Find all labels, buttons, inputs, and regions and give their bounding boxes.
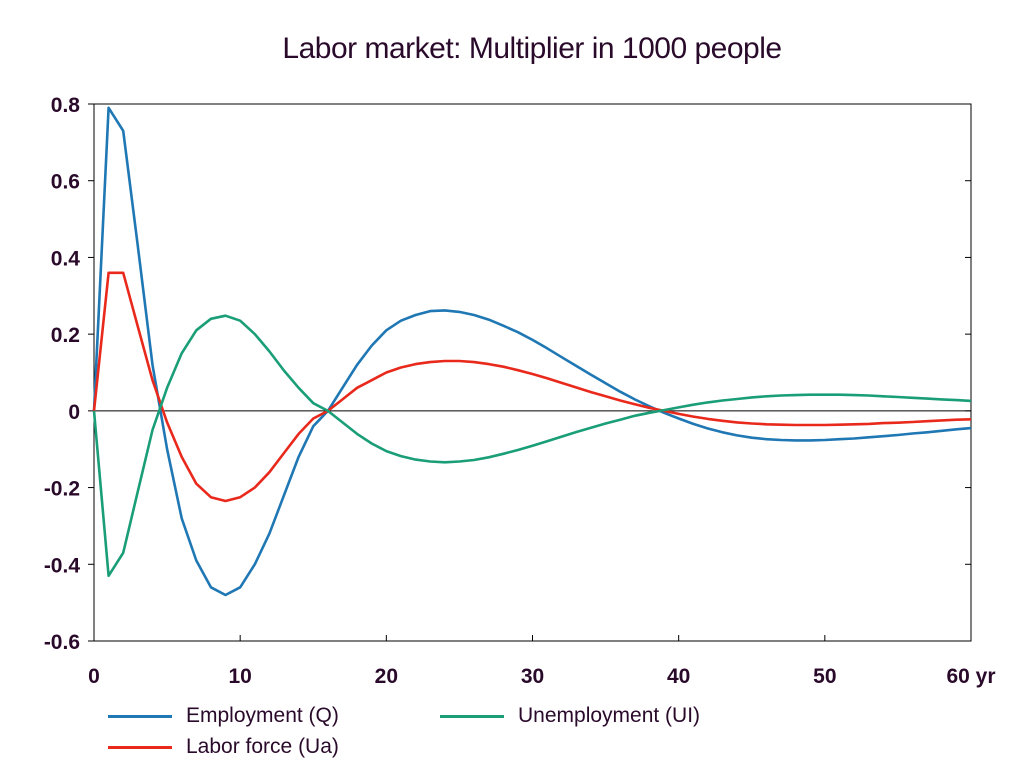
legend-item-employment: Employment (Q)	[108, 704, 339, 728]
x-tick-label: 20	[375, 665, 398, 688]
tick-labels: 0.8 0.6 0.4 0.2 0 -0.2 -0.4 -0.6 0 10 20 30 40 50 60 y…	[44, 94, 996, 688]
chart-title: Labor market: Multiplier in 1000 people	[282, 32, 782, 65]
legend-label-employment: Employment (Q)	[186, 704, 339, 727]
y-tick-label: 0	[68, 401, 80, 424]
legend-swatch-employment	[108, 714, 172, 718]
y-tick-label: -0.6	[44, 631, 80, 654]
y-tick-label: -0.2	[44, 478, 80, 501]
axes	[88, 103, 972, 642]
y-tick-label: -0.4	[44, 554, 81, 577]
x-tick-label: 10	[228, 665, 251, 688]
legend-label-unemployment: Unemployment (UI)	[518, 704, 701, 727]
series-line-labor-force-ua	[92, 271, 972, 503]
x-tick-label: 30	[521, 665, 544, 688]
y-tick-label: 0.6	[51, 171, 80, 194]
y-tick-label: 0.4	[51, 247, 81, 270]
x-tick-label: 0	[88, 665, 100, 688]
legend-item-labor-force: Labor force (Ua)	[108, 735, 339, 759]
x-tick-label: 40	[667, 665, 690, 688]
series-layer	[92, 106, 972, 597]
y-tick-label: 0.8	[51, 94, 81, 117]
legend-item-unemployment: Unemployment (UI)	[440, 704, 700, 728]
series-line-unemployment-ui	[92, 314, 972, 578]
x-tick-label: 50	[813, 665, 836, 688]
legend-label-labor-force: Labor force (Ua)	[186, 735, 339, 758]
series-line-employment-q	[92, 106, 972, 597]
legend-swatch-unemployment	[440, 714, 504, 718]
x-tick-label: 60 yr	[946, 665, 995, 688]
plot-frame	[93, 103, 972, 642]
legend-swatch-labor-force	[108, 745, 172, 749]
y-tick-label: 0.2	[51, 324, 80, 347]
